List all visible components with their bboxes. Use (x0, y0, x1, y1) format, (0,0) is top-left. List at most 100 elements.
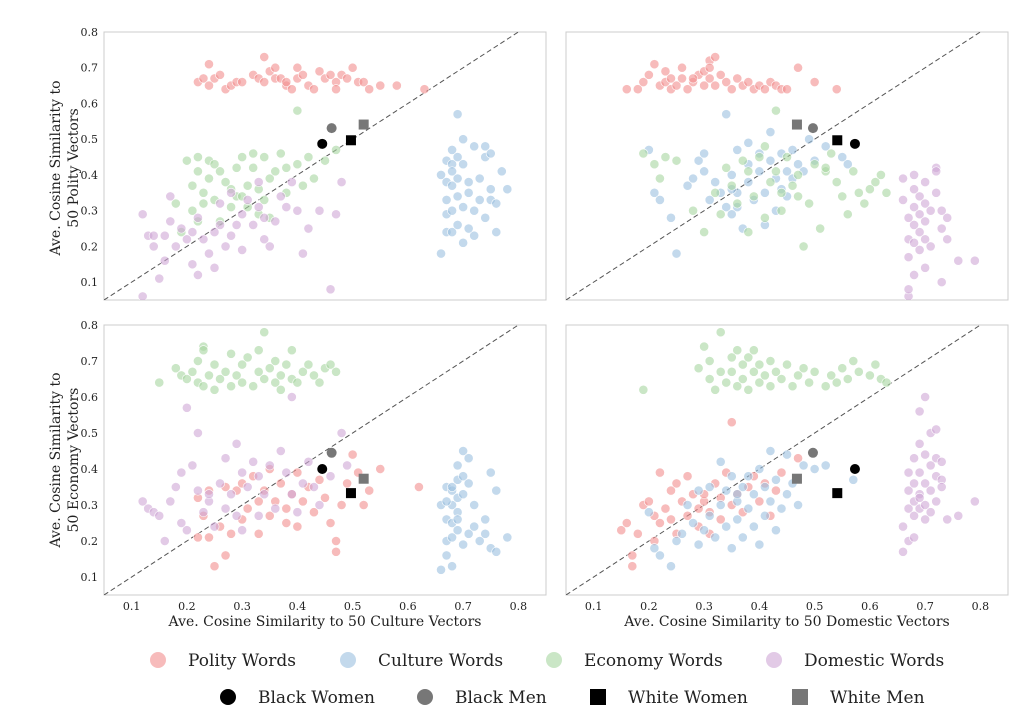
point-culture (748, 489, 759, 500)
point-polity (292, 521, 303, 532)
legend-swatch-polity (150, 652, 166, 668)
point-culture (771, 525, 781, 536)
point-domestic (226, 489, 236, 500)
point-domestic (914, 209, 925, 220)
point-domestic (281, 202, 292, 212)
point-culture (732, 145, 743, 155)
point-economy (325, 359, 336, 370)
point-domestic (154, 273, 165, 284)
point-polity (204, 532, 214, 543)
point-economy (270, 377, 281, 388)
point-economy (737, 374, 748, 384)
point-culture (463, 223, 474, 234)
point-domestic (204, 248, 214, 259)
point-domestic (914, 191, 925, 202)
point-polity (331, 84, 341, 95)
point-culture (793, 159, 803, 170)
point-polity (342, 478, 352, 489)
point-economy (754, 359, 765, 370)
y-axis-label-bottom-line2: 50 Economy Vectors (66, 388, 82, 533)
point-polity (281, 77, 292, 87)
point-economy (248, 381, 259, 392)
point-domestic (898, 173, 908, 184)
point-polity (671, 80, 682, 91)
point-domestic (292, 205, 303, 216)
point-polity (275, 478, 286, 489)
point-economy (638, 384, 649, 395)
point-polity (621, 84, 632, 95)
point-domestic (137, 496, 148, 507)
x-tick-label: 0.5 (344, 600, 362, 613)
point-economy (242, 352, 253, 363)
point-domestic (264, 241, 275, 252)
point-domestic (909, 170, 919, 180)
point-domestic (920, 500, 931, 510)
point-economy (760, 370, 770, 381)
point-culture (693, 155, 704, 166)
point-domestic (148, 241, 159, 252)
point-domestic (914, 406, 925, 417)
point-culture (447, 145, 457, 155)
point-polity (264, 510, 275, 521)
point-culture (765, 155, 776, 166)
x-tick-label: 0.5 (806, 600, 824, 613)
marker-black-women (317, 464, 328, 474)
point-culture (643, 507, 654, 518)
point-culture (463, 177, 474, 187)
point-economy (187, 180, 198, 191)
point-economy (297, 180, 308, 191)
point-economy (303, 152, 314, 162)
point-economy (715, 366, 726, 377)
point-domestic (220, 453, 231, 464)
point-domestic (914, 245, 925, 255)
point-domestic (936, 223, 947, 234)
point-culture (458, 237, 469, 248)
point-culture (726, 543, 737, 554)
point-polity (309, 507, 319, 518)
point-culture (842, 159, 853, 170)
point-economy (270, 356, 281, 366)
point-economy (864, 370, 875, 381)
point-culture (458, 134, 469, 145)
point-polity (666, 73, 676, 84)
point-culture (704, 195, 715, 205)
point-economy (793, 191, 803, 202)
point-culture (754, 539, 765, 550)
point-domestic (342, 460, 352, 471)
point-economy (181, 374, 192, 384)
point-polity (325, 518, 336, 528)
point-culture (480, 212, 491, 223)
point-polity (220, 550, 231, 561)
panel-economy-vs-domestic: 0.1 0.2 0.3 0.4 0.5 0.6 0.7 0.8 (565, 324, 1009, 613)
point-polity (204, 80, 214, 91)
point-economy (798, 241, 809, 252)
point-domestic (231, 438, 242, 449)
marker-black-men (326, 123, 337, 134)
point-polity (743, 77, 754, 87)
panel-polity-vs-culture: 0.1 0.2 0.3 0.4 0.5 0.6 0.7 0.8 (81, 26, 547, 301)
point-economy (253, 366, 264, 377)
point-economy (292, 377, 303, 388)
point-culture (452, 109, 463, 120)
point-domestic (325, 284, 336, 295)
point-economy (809, 366, 820, 377)
point-polity (638, 77, 649, 87)
point-polity (660, 66, 671, 77)
point-culture (682, 180, 693, 191)
point-polity (226, 528, 236, 539)
plot-area (566, 32, 982, 300)
point-domestic (920, 177, 931, 187)
point-domestic (920, 449, 931, 460)
point-economy (782, 359, 792, 370)
point-polity (259, 77, 270, 87)
x-tick-label: 0.1 (585, 600, 603, 613)
point-polity (754, 496, 765, 507)
point-economy (209, 384, 220, 395)
point-culture (737, 532, 748, 543)
point-domestic (137, 209, 148, 220)
point-domestic (903, 212, 914, 223)
point-culture (469, 230, 480, 241)
point-culture (655, 550, 665, 561)
point-domestic (253, 177, 264, 187)
